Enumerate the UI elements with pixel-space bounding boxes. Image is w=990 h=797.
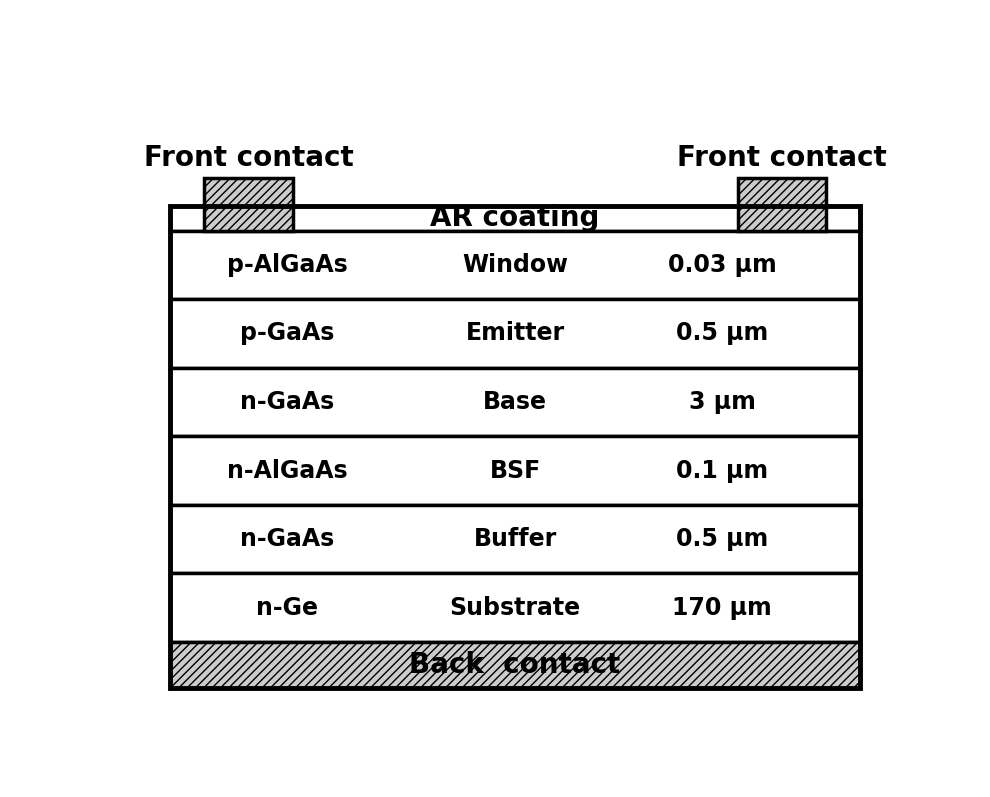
Bar — [738, 179, 826, 230]
Bar — [170, 573, 860, 642]
Text: Buffer: Buffer — [473, 527, 556, 551]
Text: p-AlGaAs: p-AlGaAs — [227, 253, 347, 277]
Bar — [170, 436, 860, 505]
Text: n-AlGaAs: n-AlGaAs — [227, 458, 347, 482]
Text: 3 μm: 3 μm — [689, 390, 755, 414]
Text: 0.5 μm: 0.5 μm — [676, 321, 768, 345]
Text: 0.5 μm: 0.5 μm — [676, 527, 768, 551]
Bar — [170, 505, 860, 573]
Bar — [170, 230, 860, 299]
Text: Substrate: Substrate — [449, 595, 580, 619]
Text: Front contact: Front contact — [677, 144, 886, 172]
Text: Front contact: Front contact — [144, 144, 353, 172]
Text: n-Ge: n-Ge — [256, 595, 318, 619]
Text: Back  contact: Back contact — [410, 651, 621, 679]
Bar — [170, 642, 860, 688]
Text: n-GaAs: n-GaAs — [240, 527, 335, 551]
Text: n-GaAs: n-GaAs — [240, 390, 335, 414]
Text: AR coating: AR coating — [431, 204, 600, 233]
Text: 0.1 μm: 0.1 μm — [676, 458, 768, 482]
Text: Base: Base — [483, 390, 547, 414]
Text: 170 μm: 170 μm — [672, 595, 772, 619]
Text: Window: Window — [462, 253, 568, 277]
Bar — [204, 179, 293, 230]
Bar — [170, 367, 860, 436]
Bar — [170, 206, 860, 688]
Text: p-GaAs: p-GaAs — [240, 321, 335, 345]
Text: Emitter: Emitter — [465, 321, 564, 345]
Text: 0.03 μm: 0.03 μm — [668, 253, 776, 277]
Bar — [170, 206, 860, 230]
Bar — [170, 299, 860, 367]
Text: BSF: BSF — [489, 458, 541, 482]
